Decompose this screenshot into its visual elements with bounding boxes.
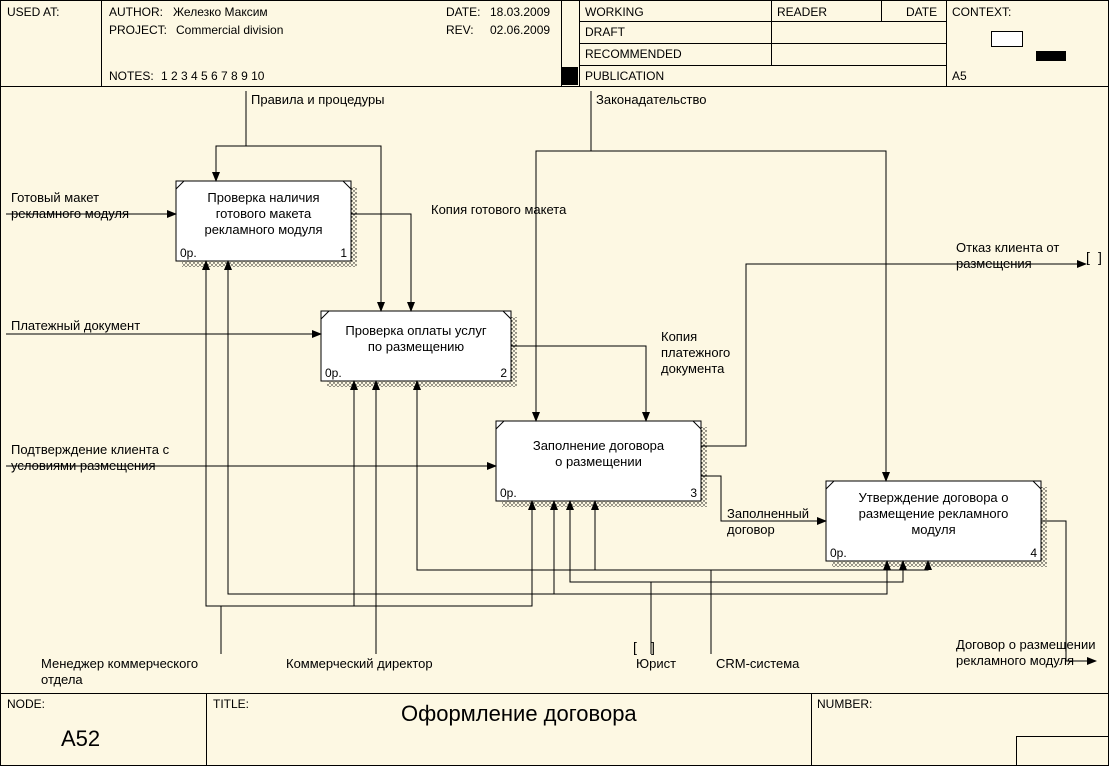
- node-label: Утверждение договора о: [858, 490, 1008, 505]
- publication-marker: [562, 67, 578, 85]
- control-label: Правила и процедуры: [251, 92, 385, 107]
- mechanism-label: CRM-система: [716, 656, 800, 671]
- svg-text:4: 4: [1030, 546, 1037, 560]
- flow-label: Копия готового макета: [431, 202, 567, 217]
- output-label: Отказ клиента от: [956, 240, 1059, 255]
- mechanism-label: Юрист: [636, 656, 676, 671]
- node-label: NODE:: [7, 697, 45, 711]
- working-label: WORKING: [585, 5, 644, 19]
- svg-text:0р.: 0р.: [830, 546, 847, 560]
- mechanism-label: Коммерческий директор: [286, 656, 433, 671]
- node-label: рекламного модуля: [204, 222, 322, 237]
- input-label: Платежный документ: [11, 318, 140, 333]
- svg-text:0р.: 0р.: [500, 486, 517, 500]
- svg-text:0р.: 0р.: [180, 246, 197, 260]
- svg-text:3: 3: [690, 486, 697, 500]
- title-label: TITLE:: [213, 697, 249, 711]
- title-value: Оформление договора: [401, 701, 637, 727]
- project-label: PROJECT:: [109, 23, 167, 37]
- input-label: Готовый макет: [11, 190, 99, 205]
- svg-text:0р.: 0р.: [325, 366, 342, 380]
- svg-text:[: [: [633, 639, 637, 655]
- notes-value: 1 2 3 4 5 6 7 8 9 10: [161, 69, 264, 83]
- idef0-page: USED AT: AUTHOR: Железко Максим PROJECT:…: [0, 0, 1109, 766]
- context-label: CONTEXT:: [952, 5, 1011, 19]
- input-label: Подтверждение клиента с: [11, 442, 170, 457]
- mechanism-label: Менеджер коммерческого: [41, 656, 198, 671]
- flow-label: платежного: [661, 345, 730, 360]
- recommended-label: RECOMMENDED: [585, 47, 682, 61]
- node-label: о размещении: [555, 454, 642, 469]
- notes-label: NOTES:: [109, 69, 154, 83]
- svg-text:]: ]: [651, 639, 655, 655]
- idef0-diagram: Проверка наличияготового макетарекламног…: [1, 86, 1108, 693]
- publication-label: PUBLICATION: [585, 69, 664, 83]
- node-label: Проверка наличия: [207, 190, 319, 205]
- rev-value: 02.06.2009: [490, 23, 550, 37]
- flow-label: Заполненный: [727, 506, 809, 521]
- node-label: модуля: [911, 522, 955, 537]
- node-label: готового макета: [216, 206, 312, 221]
- reader-label: READER: [777, 5, 827, 19]
- flow-label: договор: [727, 522, 775, 537]
- node-label: Проверка оплаты услуг: [345, 323, 486, 338]
- node-label: размещение рекламного: [859, 506, 1009, 521]
- output-label: рекламного модуля: [956, 653, 1074, 668]
- used-at-label: USED AT:: [7, 5, 59, 19]
- project-value: Commercial division: [176, 23, 283, 37]
- context-parent-box: [991, 31, 1023, 47]
- diagram-area: Проверка наличияготового макетарекламног…: [1, 86, 1108, 693]
- node-label: по размещению: [368, 339, 465, 354]
- svg-text:[: [: [1086, 249, 1090, 265]
- svg-text:2: 2: [500, 366, 507, 380]
- author-value: Железко Максим: [173, 5, 268, 19]
- mechanism-label: отдела: [41, 672, 83, 687]
- svg-text:1: 1: [340, 246, 347, 260]
- node-label: Заполнение договора: [533, 438, 665, 453]
- svg-text:]: ]: [1098, 249, 1102, 265]
- flow-label: документа: [661, 361, 725, 376]
- output-label: Договор о размещении: [956, 637, 1095, 652]
- draft-label: DRAFT: [585, 25, 625, 39]
- control-label: Законадательство: [596, 92, 707, 107]
- number-label: NUMBER:: [817, 697, 872, 711]
- flow-label: Копия: [661, 329, 697, 344]
- context-child-box: [1036, 51, 1066, 61]
- node-value: A52: [61, 726, 100, 752]
- context-ref: A5: [952, 69, 967, 83]
- rev-label: REV:: [446, 23, 474, 37]
- date-value: 18.03.2009: [490, 5, 550, 19]
- output-label: размещения: [956, 256, 1032, 271]
- reader-date-label: DATE: [906, 5, 937, 19]
- date-label: DATE:: [446, 5, 480, 19]
- author-label: AUTHOR:: [109, 5, 163, 19]
